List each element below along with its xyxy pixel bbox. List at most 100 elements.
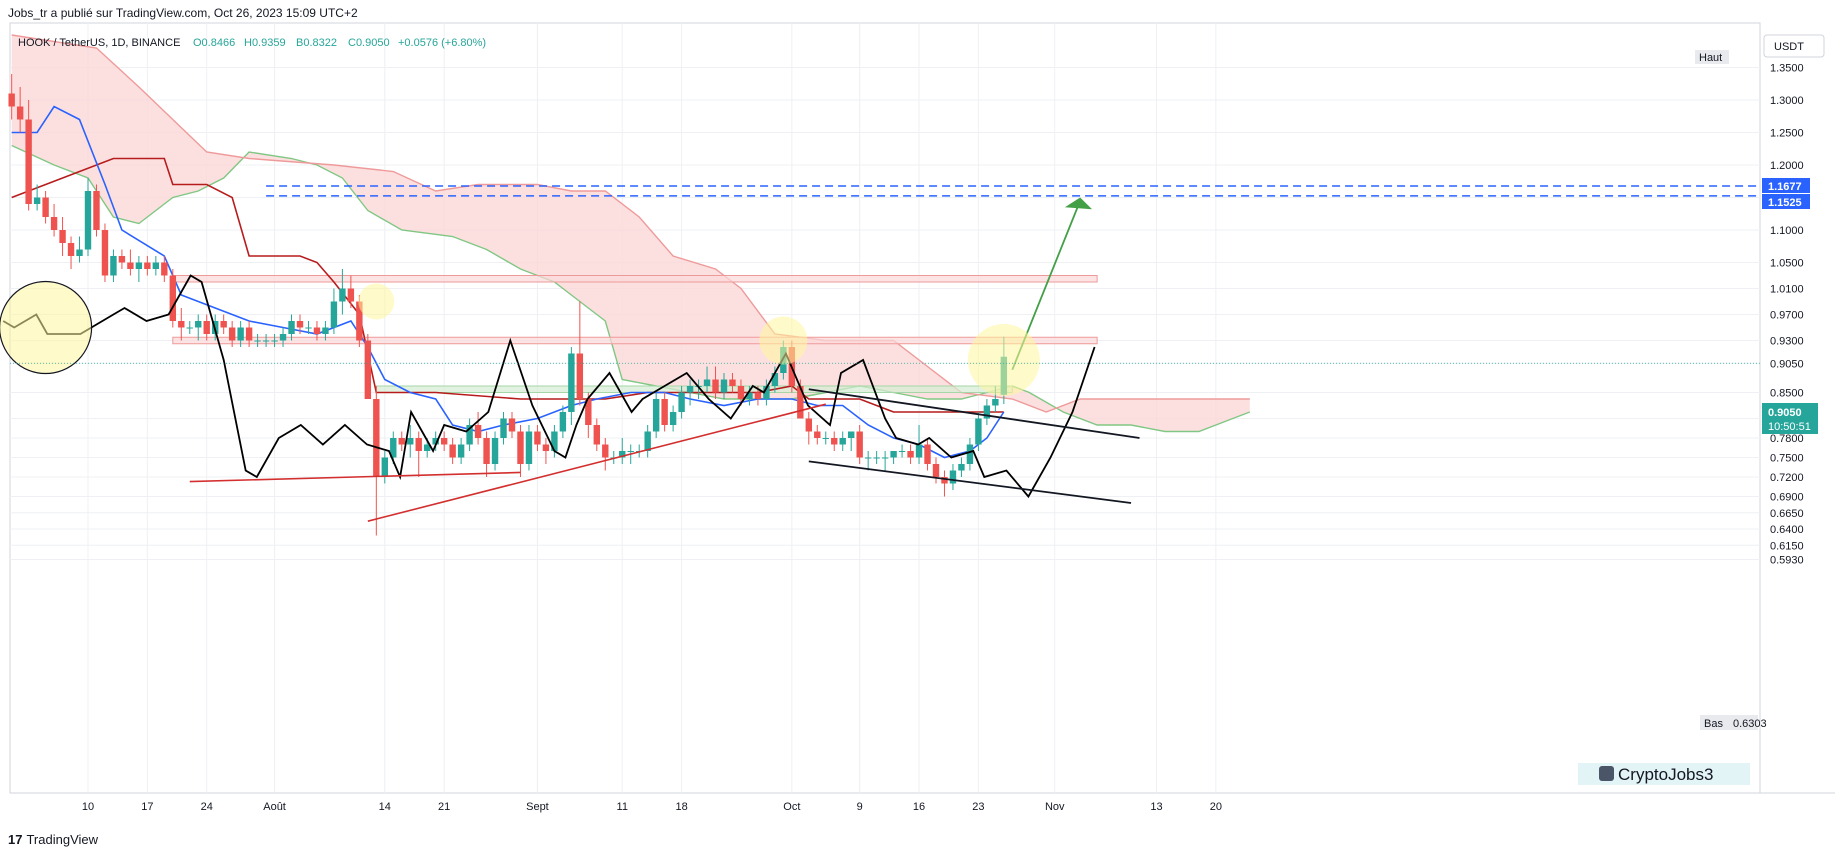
candle-body	[678, 392, 685, 412]
candle	[831, 431, 838, 451]
candle-body	[669, 412, 677, 425]
candle	[932, 457, 940, 484]
candle	[50, 204, 58, 237]
candle	[941, 470, 948, 497]
candle-body	[864, 457, 872, 459]
candle	[296, 314, 304, 334]
candle-body	[169, 275, 176, 321]
time-tick-label: 23	[972, 801, 984, 813]
time-tick-label: 20	[1210, 801, 1222, 813]
candle	[822, 431, 829, 445]
price-tick-label: 0.8500	[1770, 388, 1804, 400]
candle-body	[50, 217, 58, 230]
ichimoku-cloud-fill	[11, 35, 1250, 432]
candle-body	[178, 321, 185, 328]
price-tick-label: 0.9300	[1770, 336, 1804, 348]
candle-body	[110, 256, 117, 276]
candle	[237, 321, 244, 347]
candle-body	[330, 301, 338, 328]
publish-header: Jobs_tr a publié sur TradingView.com, Oc…	[8, 6, 358, 20]
candle-body	[254, 340, 261, 342]
candle-body	[245, 327, 253, 341]
legend-close: C0.9050	[348, 37, 390, 49]
candle	[720, 373, 728, 399]
watermark-background	[1578, 763, 1750, 785]
low-label: Bas	[1704, 718, 1723, 730]
candle	[457, 438, 465, 464]
candle-body	[559, 412, 567, 432]
candle	[432, 431, 439, 451]
target-arrow-head	[1064, 197, 1093, 210]
candle-body	[890, 451, 897, 458]
candle-body	[712, 379, 719, 393]
price-axis[interactable]: 1.35001.30001.25001.20001.15001.10001.05…	[10, 34, 1825, 730]
resistance-zone	[172, 336, 1098, 345]
candle-body	[941, 477, 948, 484]
time-tick-label: Oct	[783, 801, 800, 813]
price-tick-label: 0.5930	[1770, 555, 1804, 567]
candle-body	[127, 262, 134, 269]
ichimoku-cloud	[11, 34, 1251, 433]
candle-body	[576, 353, 584, 399]
candle	[254, 334, 261, 347]
target-price-1: 1.1677	[1768, 181, 1802, 193]
candle	[228, 321, 236, 347]
candle-body	[279, 334, 287, 341]
candle-body	[101, 230, 109, 276]
candle-body	[84, 191, 92, 250]
candle	[839, 431, 846, 451]
candle-body	[440, 438, 448, 445]
candle-body	[364, 340, 372, 399]
candle	[415, 431, 422, 477]
candle-body	[585, 399, 592, 425]
candle	[585, 392, 592, 438]
candle-body	[25, 119, 32, 204]
candle	[737, 379, 745, 406]
time-tick-label: 11	[617, 801, 628, 813]
time-axis[interactable]: 10 17 24 Août 14 21 Sept 11 18 Oct 9 16 23 Nov 13 20	[82, 801, 1222, 813]
time-tick-label: 16	[913, 801, 925, 813]
candle	[152, 256, 160, 276]
price-tick-label: 1.3500	[1770, 63, 1804, 75]
candle-body	[848, 431, 855, 438]
candle-body	[958, 464, 965, 471]
candle-body	[602, 444, 609, 458]
highlight-circle	[967, 324, 1040, 396]
candle-body	[449, 444, 456, 458]
candle	[763, 379, 770, 406]
candle-body	[474, 425, 482, 438]
candle-body	[525, 431, 533, 464]
candle-body	[831, 438, 838, 445]
candle-body	[347, 288, 355, 302]
candle-body	[8, 93, 15, 107]
tradingview-footer[interactable]: 17 TradingView	[8, 832, 98, 847]
candle	[593, 418, 600, 451]
candle-body	[754, 392, 762, 399]
time-tick-label: Août	[263, 801, 286, 813]
candle-body	[949, 470, 957, 484]
time-tick-label: 13	[1150, 801, 1162, 813]
legend-change: +0.0576 (+6.80%)	[398, 37, 486, 49]
candle	[703, 366, 711, 393]
candle-body	[517, 431, 524, 464]
candle-body	[627, 451, 634, 452]
candle	[186, 321, 193, 334]
high-label: Haut	[1699, 52, 1722, 64]
watermark-icon	[1599, 766, 1614, 781]
candle	[542, 438, 550, 464]
candle-body	[508, 418, 516, 432]
candle-body	[644, 431, 651, 451]
candle	[322, 321, 329, 341]
oscillator-line	[2, 274, 1096, 499]
candle	[16, 87, 24, 133]
current-price: 0.9050	[1768, 407, 1802, 419]
candle-body	[186, 327, 193, 329]
candle	[76, 236, 83, 263]
candle	[814, 425, 821, 445]
candle-countdown: 10:50:51	[1768, 421, 1811, 433]
candle-body	[491, 438, 499, 464]
candle-body	[220, 321, 227, 328]
candle	[805, 412, 812, 445]
price-tick-label: 1.2500	[1770, 128, 1804, 140]
